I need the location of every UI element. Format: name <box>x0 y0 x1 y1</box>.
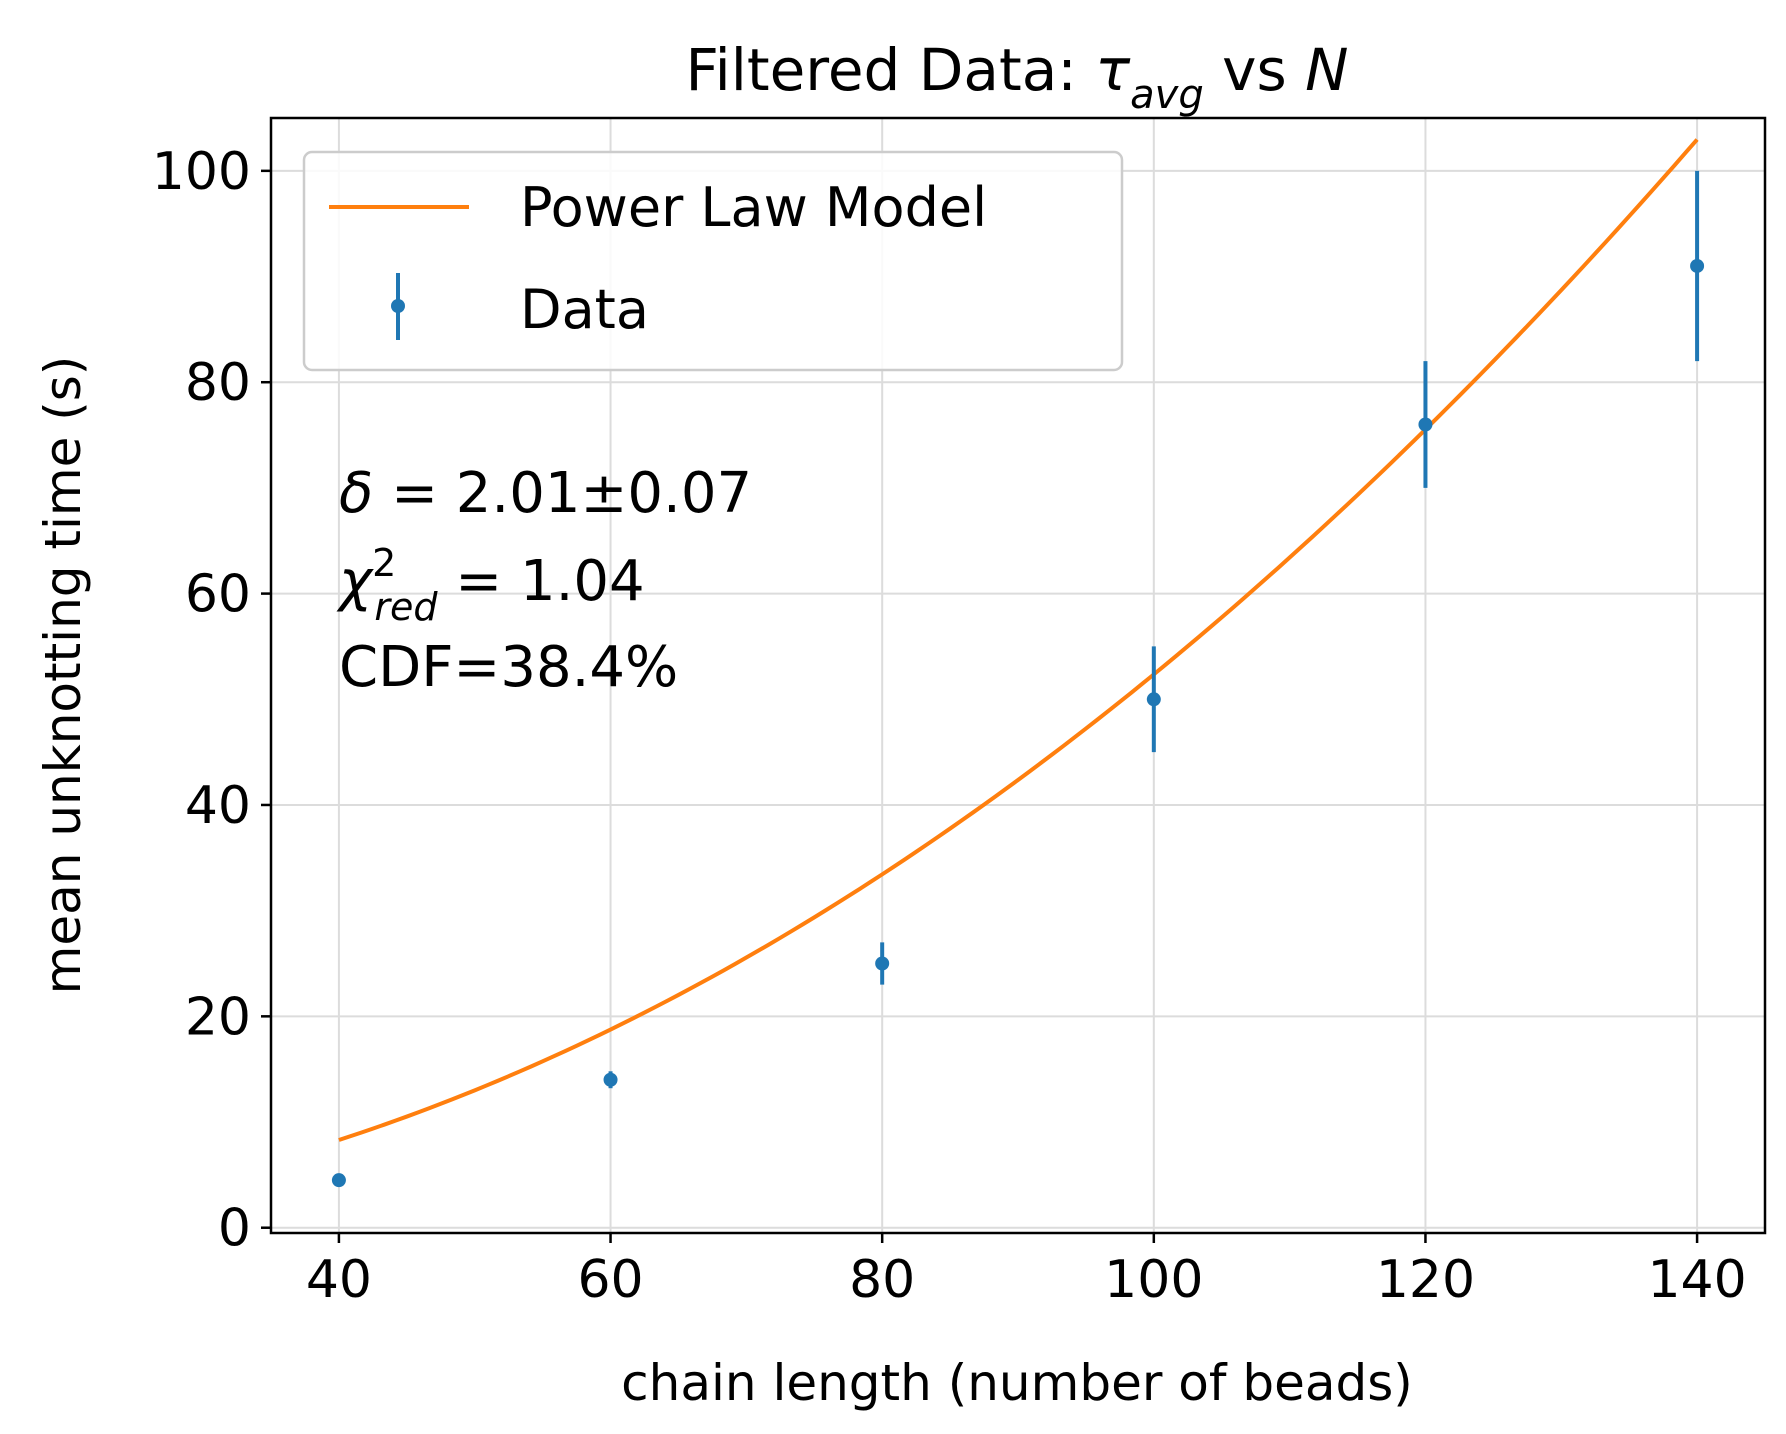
annotation-chi-line: χ2 red = 1.04 <box>336 541 645 629</box>
annotation-delta-line: δ = 2.01±0.07 <box>339 461 752 526</box>
x-tick-label: 140 <box>1647 1250 1746 1310</box>
title-middle: vs <box>1204 36 1305 104</box>
y-tick-label: 0 <box>218 1199 251 1259</box>
y-axis-ticks: 0 20 40 60 80 100 <box>152 142 271 1259</box>
title-tau-subscript: avg <box>1130 72 1204 118</box>
y-tick-label: 60 <box>185 565 251 625</box>
x-tick-label: 60 <box>577 1250 643 1310</box>
fit-annotation: δ = 2.01±0.07 χ2 red = 1.04 CDF=38.4% <box>336 461 752 700</box>
title-prefix: Filtered Data: <box>685 36 1095 104</box>
y-tick-label: 20 <box>185 987 251 1047</box>
x-tick-label: 80 <box>849 1250 915 1310</box>
legend-data-label: Data <box>520 278 649 341</box>
title-n: N <box>1305 36 1348 104</box>
annotation-cdf-line: CDF=38.4% <box>339 635 678 700</box>
chart-title: Filtered Data: τavg vs N <box>685 36 1348 118</box>
model-series <box>338 138 1699 1142</box>
x-tick-label: 40 <box>306 1250 372 1310</box>
chi-symbol: χ <box>336 549 374 614</box>
data-point <box>1690 258 1705 273</box>
chi-subscript: red <box>374 585 438 629</box>
legend: Power Law Model Data <box>302 150 1124 372</box>
legend-data-marker <box>391 299 405 313</box>
plot-frame <box>269 116 1767 1235</box>
y-tick-label: 100 <box>152 142 251 202</box>
x-axis-ticks: 40 60 80 100 120 140 <box>306 1233 1747 1310</box>
data-point <box>875 956 890 971</box>
delta-value: = 2.01±0.07 <box>373 461 752 526</box>
title-tau: τ <box>1095 36 1131 104</box>
y-tick-label: 40 <box>185 776 251 836</box>
x-axis-label: chain length (number of beads) <box>621 1354 1413 1412</box>
delta-symbol: δ <box>339 461 373 526</box>
y-tick-label: 80 <box>185 353 251 413</box>
data-point <box>603 1072 618 1087</box>
data-series <box>331 170 1705 1188</box>
x-tick-label: 120 <box>1376 1250 1475 1310</box>
chi-superscript: 2 <box>372 541 396 585</box>
data-point <box>1418 417 1433 432</box>
y-axis-label: mean unknotting time (s) <box>34 356 92 995</box>
legend-model-label: Power Law Model <box>520 176 987 239</box>
legend-box <box>302 150 1124 372</box>
x-tick-label: 100 <box>1104 1250 1203 1310</box>
data-point <box>1146 692 1161 707</box>
model-curve <box>338 138 1699 1142</box>
data-point <box>331 1173 346 1188</box>
chi-value: = 1.04 <box>437 549 644 614</box>
